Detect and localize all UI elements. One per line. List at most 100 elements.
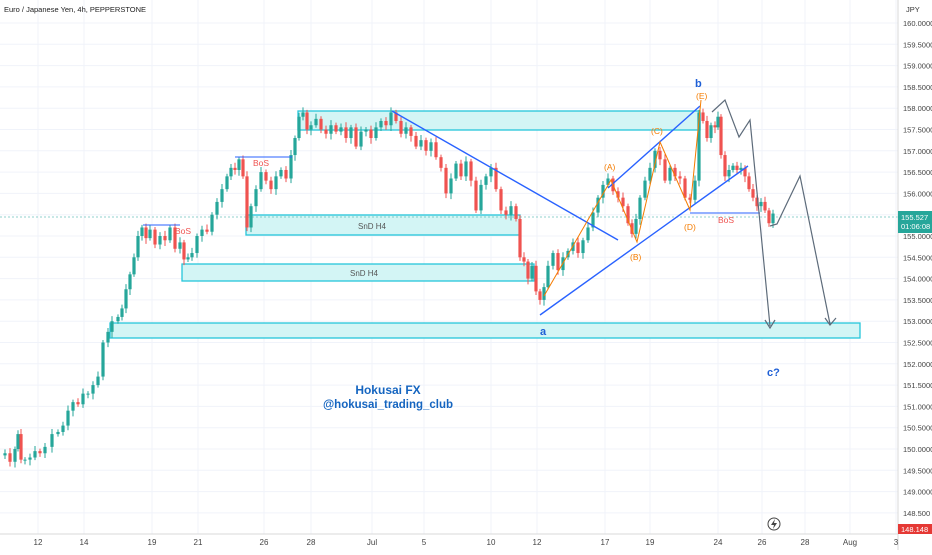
candle-body	[630, 223, 634, 234]
candle-body	[81, 393, 85, 405]
candle-body	[50, 434, 54, 447]
candle-body	[56, 431, 60, 435]
candle-body	[434, 142, 438, 158]
date-tick-label: 3	[894, 538, 899, 547]
candle-body	[344, 127, 348, 139]
date-tick-labels: 12 14 19 21 26 28 Jul 5 10 12 17 19 24 26 28 Aug 3	[34, 538, 899, 547]
lightning-icon-bolt	[771, 519, 777, 529]
price-tick-label: 157.5000	[903, 126, 932, 135]
candle-body	[43, 446, 47, 454]
candle-body	[727, 169, 731, 177]
candle-body	[643, 180, 647, 198]
candle-body	[638, 197, 642, 219]
candle-body	[140, 227, 144, 236]
candle-body	[739, 167, 743, 170]
candle-body	[339, 127, 343, 132]
price-tick-label: 159.5000	[903, 40, 932, 49]
candle-body	[329, 125, 333, 134]
candle-body	[168, 227, 172, 241]
candle-body	[576, 242, 580, 254]
bos-label-2: BoS	[253, 158, 269, 168]
candle-body	[596, 197, 600, 213]
candle-body	[205, 229, 209, 232]
candle-body	[305, 112, 309, 130]
price-tick-label: 151.5000	[903, 381, 932, 390]
candlestick-series	[3, 107, 775, 468]
time-axis[interactable]: 12 14 19 21 26 28 Jul 5 10 12 17 19 24 26 28 Aug 3	[0, 533, 899, 547]
candle-body	[759, 201, 763, 207]
candle-body	[289, 155, 293, 179]
date-tick-label: 19	[646, 538, 655, 547]
candle-body	[419, 140, 423, 147]
date-tick-label: 28	[801, 538, 810, 547]
candle-body	[210, 214, 214, 232]
candle-body	[190, 253, 194, 258]
candle-body	[369, 129, 373, 139]
candle-body	[144, 227, 148, 239]
candle-body	[479, 184, 483, 211]
candle-body	[546, 265, 550, 288]
forecast-path-2	[769, 174, 831, 325]
candle-body	[182, 242, 186, 260]
forecast-arrowhead-1	[764, 319, 776, 330]
abcde-labels: (A) (B) (C) (D) (E)	[604, 91, 708, 262]
descending-trendline	[391, 110, 619, 241]
date-tick-label: 21	[194, 538, 203, 547]
candle-body	[19, 434, 23, 460]
current-price-value: 155.527	[901, 213, 928, 222]
demand-zone-target	[109, 322, 861, 339]
candle-body	[634, 218, 638, 234]
price-tick-label: 152.0000	[903, 360, 932, 369]
price-tick-label: 156.5000	[903, 168, 932, 177]
candle-body	[279, 169, 283, 177]
candle-body	[551, 253, 555, 266]
wave-label-D: (D)	[684, 222, 696, 232]
candle-body	[364, 129, 368, 132]
candle-body	[648, 167, 652, 181]
price-tick-label: 154.5000	[903, 253, 932, 262]
candle-body	[658, 150, 662, 160]
symbol-title[interactable]: Euro / Japanese Yen, 4h, PEPPERSTONE	[4, 5, 146, 14]
lightning-icon[interactable]	[767, 517, 781, 531]
price-tick-label: 149.5000	[903, 466, 932, 475]
candle-body	[116, 316, 120, 322]
candle-body	[128, 274, 132, 290]
candle-body	[414, 135, 418, 147]
candle-body	[621, 197, 625, 207]
snd-label-lower: SnD H4	[350, 269, 379, 278]
candle-body	[334, 125, 338, 132]
candle-body	[755, 197, 759, 207]
candle-body	[663, 159, 667, 181]
price-tick-label: 154.0000	[903, 275, 932, 284]
candle-body	[526, 261, 530, 279]
candle-body	[484, 176, 488, 185]
candle-body	[319, 118, 323, 130]
price-tick-label: 152.5000	[903, 339, 932, 348]
candle-body	[723, 155, 727, 177]
candle-body	[237, 159, 241, 170]
candle-body	[153, 229, 157, 245]
wave-label-c: c?	[767, 367, 780, 379]
candle-body	[697, 112, 701, 181]
candle-body	[616, 191, 620, 198]
bos-label-1: BoS	[175, 226, 191, 236]
candle-body	[591, 212, 595, 228]
candle-body	[763, 201, 767, 211]
wave-label-A: (A)	[604, 162, 616, 172]
candle-body	[713, 125, 717, 128]
candle-body	[731, 165, 735, 170]
candle-body	[522, 257, 526, 262]
date-tick-label: 12	[34, 538, 43, 547]
date-tick-label: 19	[148, 538, 157, 547]
candle-body	[716, 116, 720, 128]
price-tick-labels: 160.0000 159.5000 159.0000 158.5000 158.0000…	[903, 19, 932, 518]
price-axis[interactable]: JPY 160.0000 159.5000 159.0000 158.5000 158.…	[897, 0, 932, 550]
candle-body	[449, 178, 453, 194]
candle-body	[771, 213, 775, 224]
candle-body	[705, 120, 709, 139]
candle-body	[534, 265, 538, 292]
candle-body	[743, 167, 747, 177]
candle-body	[693, 180, 697, 200]
candle-body	[195, 236, 199, 254]
